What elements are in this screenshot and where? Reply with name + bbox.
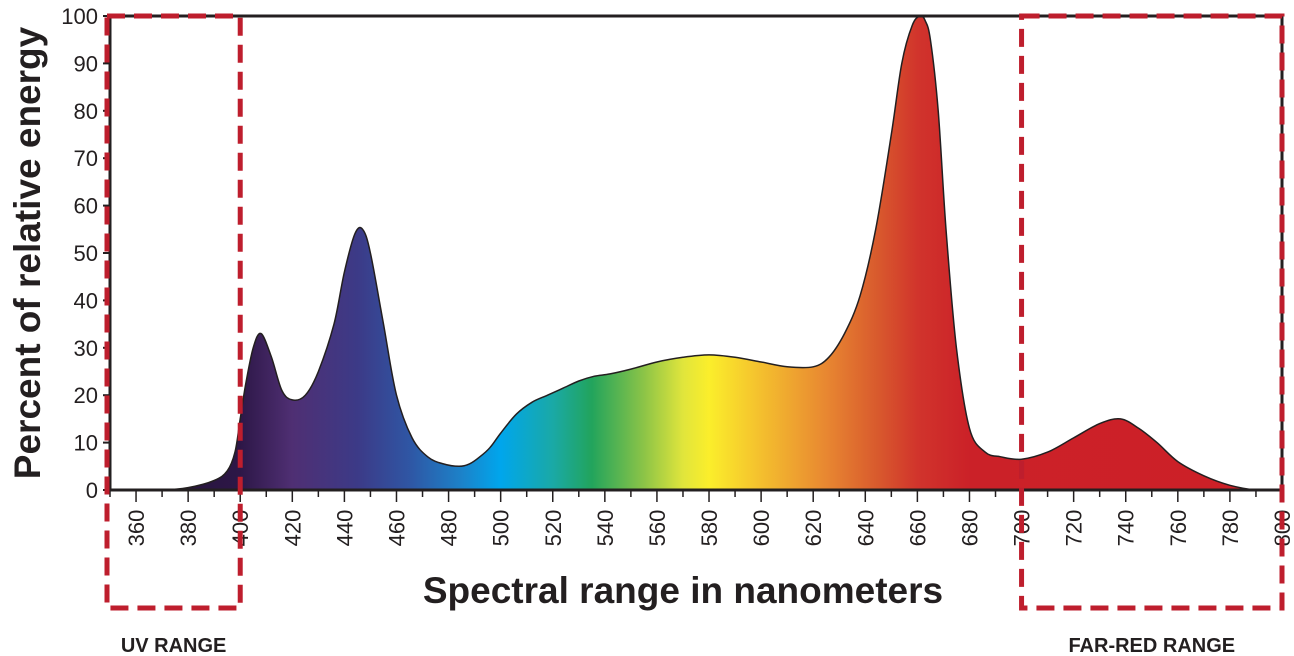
x-tick-label-500: 500 [489,510,514,547]
y-tick-label-80: 80 [74,99,98,124]
x-tick-label-740: 740 [1114,510,1139,547]
x-tick-label-360: 360 [124,510,149,547]
x-tick-label-780: 780 [1218,510,1243,547]
y-tick-label-30: 30 [74,336,98,361]
y-tick-label-100: 100 [61,4,98,29]
uv-range-label: UV RANGE [121,635,227,656]
y-tick-label-20: 20 [74,383,98,408]
x-tick-label-560: 560 [645,510,670,547]
y-tick-label-70: 70 [74,146,98,171]
x-tick-label-720: 720 [1062,510,1087,547]
x-tick-label-680: 680 [957,510,982,547]
y-tick-label-10: 10 [74,431,98,456]
x-tick-label-620: 620 [801,510,826,547]
spectrum-area-layer [109,15,1283,491]
y-tick-label-40: 40 [74,288,98,313]
x-tick-label-600: 600 [749,510,774,547]
x-tick-label-660: 660 [905,510,930,547]
y-tick-label-60: 60 [74,194,98,219]
far-red-range-box [1019,13,1285,611]
far-red-range-label: FAR-RED RANGE [1068,635,1235,656]
y-axis-title: Percent of relative energy [7,26,48,479]
x-tick-label-460: 460 [384,510,409,547]
y-tick-label-90: 90 [74,51,98,76]
x-axis-title: Spectral range in nanometers [423,570,943,611]
y-tick-label-50: 50 [74,241,98,266]
x-tick-label-480: 480 [437,510,462,547]
x-tick-label-540: 540 [593,510,618,547]
x-tick-label-760: 760 [1166,510,1191,547]
x-tick-label-640: 640 [853,510,878,547]
uv-range-box [104,13,243,611]
x-tick-label-380: 380 [176,510,201,547]
range-box-layer [104,13,1285,611]
x-tick-label-420: 420 [280,510,305,547]
x-tick-label-440: 440 [332,510,357,547]
y-tick-label-0: 0 [86,478,98,503]
x-tick-label-520: 520 [541,510,566,547]
x-tick-label-580: 580 [697,510,722,547]
spectrum-area [109,15,1283,491]
